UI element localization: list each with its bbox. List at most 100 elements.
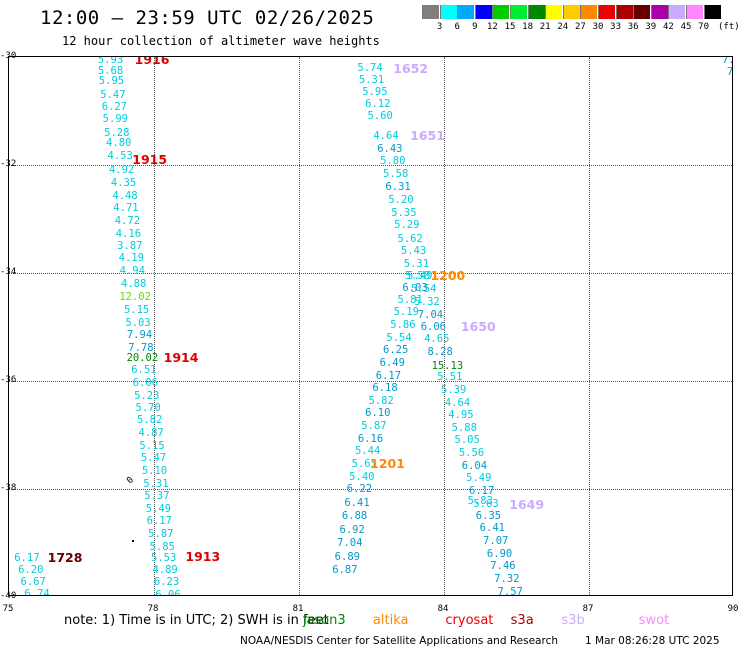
wave-height-value: 5.63 xyxy=(473,497,499,510)
wave-height-value: 7.94 xyxy=(126,328,153,341)
track-time-label: 1915 xyxy=(132,151,168,167)
wave-height-value: 7.32 xyxy=(494,572,520,585)
wave-height-value: 6.06 xyxy=(420,320,447,333)
satellite-name-cryosat: cryosat xyxy=(445,613,494,628)
wave-height-value: 6.06 xyxy=(155,589,181,596)
wave-height-value: 5.82 xyxy=(368,394,394,407)
wave-height-value: 7.8 xyxy=(726,65,733,78)
page-subtitle: 12 hour collection of altimeter wave hei… xyxy=(62,34,380,48)
wave-height-value: 6.23 xyxy=(153,576,180,589)
wave-height-value: 6.49 xyxy=(379,356,405,369)
wave-height-value: 5.93 xyxy=(97,56,124,66)
wave-height-value: 6.74 xyxy=(24,588,50,596)
wave-height-value: 5.87 xyxy=(148,527,174,540)
wave-height-value: 4.72 xyxy=(114,214,141,227)
gridline-lat xyxy=(9,489,732,490)
wave-height-value: 5.81 xyxy=(397,293,423,306)
wave-observations: 5.93 5.68 5.95 5.47 6.27 5.99 5.28 4.80 4.53 4.92… xyxy=(9,57,732,595)
wave-height-value: 5.40 xyxy=(349,470,375,483)
legend-tick-label: 6 xyxy=(454,22,460,32)
satellite-name-swot: swot xyxy=(638,613,670,628)
legend-tick-label: 15 xyxy=(504,22,516,32)
wave-height-value: 5.32 xyxy=(414,295,440,308)
wave-height-value: 5.58 xyxy=(404,269,431,282)
wave-height-value: 5.51 xyxy=(437,370,463,383)
track-time-label: 1652 xyxy=(393,60,429,76)
legend-swatch xyxy=(703,5,721,19)
wave-height-value: 4.71 xyxy=(113,201,139,214)
track-time-label: 1913 xyxy=(185,548,221,564)
wave-height-value: 5.70 xyxy=(135,401,161,414)
satellite-name-altika: altika xyxy=(372,613,409,628)
wave-height-value: 6.88 xyxy=(341,509,368,522)
satellite-name-s3a: s3a xyxy=(510,613,534,628)
wave-height-value: 4.64 xyxy=(444,396,471,409)
wave-height-value: 6.20 xyxy=(18,563,44,576)
legend-swatch xyxy=(545,5,563,19)
wave-height-value: 5.87 xyxy=(361,419,387,432)
wave-height-value: 4.94 xyxy=(119,265,145,278)
legend-swatch xyxy=(492,5,510,19)
wave-height-value: 7.5 xyxy=(722,56,732,66)
wave-height-value: 5.10 xyxy=(141,464,168,477)
wave-height-value: 5.82 xyxy=(136,414,163,427)
wave-height-value: 6.92 xyxy=(339,523,365,536)
wave-height-value: 5.83 xyxy=(467,495,493,508)
wave-height-value: 8.28 xyxy=(427,346,453,359)
wave-height-value: 5.15 xyxy=(139,439,165,452)
legend-swatch xyxy=(686,5,703,19)
wave-height-value: 6.10 xyxy=(365,407,391,420)
wave-height-value: 6.51 xyxy=(131,363,157,376)
wave-height-value: 6.87 xyxy=(332,563,358,576)
wave-height-value: 6.12 xyxy=(365,97,391,110)
wave-height-value: 5.80 xyxy=(380,154,406,167)
legend-tick-label: 33 xyxy=(610,22,622,32)
wave-height-value: 5.43 xyxy=(400,245,427,258)
map-dot xyxy=(132,540,135,543)
wave-height-value: 7.57 xyxy=(497,585,523,596)
wave-height-value: 6.41 xyxy=(344,496,370,509)
legend-swatch xyxy=(562,5,580,19)
wave-height-value: 5.28 xyxy=(104,126,130,139)
wave-height-value: 5.39 xyxy=(441,383,467,396)
wave-height-value: 4.64 xyxy=(373,130,399,143)
wave-height-value: 4.16 xyxy=(115,227,142,240)
legend-swatch xyxy=(615,5,633,19)
track-time-label: 1200 xyxy=(430,267,466,283)
wave-height-value: 5.65 xyxy=(351,457,377,470)
legend-tick-label: 24 xyxy=(557,22,569,32)
wave-height-value: 5.35 xyxy=(391,206,417,219)
gridline-lon xyxy=(299,57,300,595)
wave-height-value: 5.85 xyxy=(149,540,175,553)
wave-height-value: 4.53 xyxy=(107,149,133,162)
generation-timestamp: 1 Mar 08:26:28 UTC 2025 xyxy=(585,635,720,647)
wave-height-value: 6.67 xyxy=(20,576,46,589)
wave-height-value: 5.95 xyxy=(362,85,388,98)
gridline-lat xyxy=(9,381,732,382)
wave-height-value: 5.44 xyxy=(354,444,381,457)
track-time-label: 1650 xyxy=(460,318,496,334)
wave-height-value: 4.88 xyxy=(121,277,147,290)
wave-height-value: 5.49 xyxy=(407,269,433,282)
satellite-name-jason3: jason3 xyxy=(302,613,346,628)
legend-tick-label: 39 xyxy=(645,22,657,32)
wave-height-value: 5.47 xyxy=(100,88,126,101)
track-time-label: 1649 xyxy=(509,496,545,512)
gridline-lat xyxy=(9,273,732,274)
wave-height-value: 4.65 xyxy=(424,333,450,346)
wave-height-value: 6.17 xyxy=(375,369,402,382)
latitude-tick-label: -30 xyxy=(0,51,17,61)
page-title: 12:00 – 23:59 UTC 02/26/2025 xyxy=(40,7,375,29)
longitude-tick-label: 87 xyxy=(582,604,594,614)
wave-height-value: 5.49 xyxy=(145,502,171,515)
wave-height-value: 6.22 xyxy=(346,482,373,495)
wave-height-value: 5.23 xyxy=(134,389,160,402)
wave-height-value: 5.99 xyxy=(102,112,128,125)
wave-height-value: 5. xyxy=(733,91,734,102)
legend-tick-label: 42 xyxy=(662,22,674,32)
gridline-lon xyxy=(589,57,590,595)
latitude-tick-label: -36 xyxy=(0,375,17,385)
wave-height-value: 5.15 xyxy=(123,303,150,316)
wave-height-value: 6.17 xyxy=(469,484,495,497)
longitude-tick-label: 81 xyxy=(292,604,304,614)
